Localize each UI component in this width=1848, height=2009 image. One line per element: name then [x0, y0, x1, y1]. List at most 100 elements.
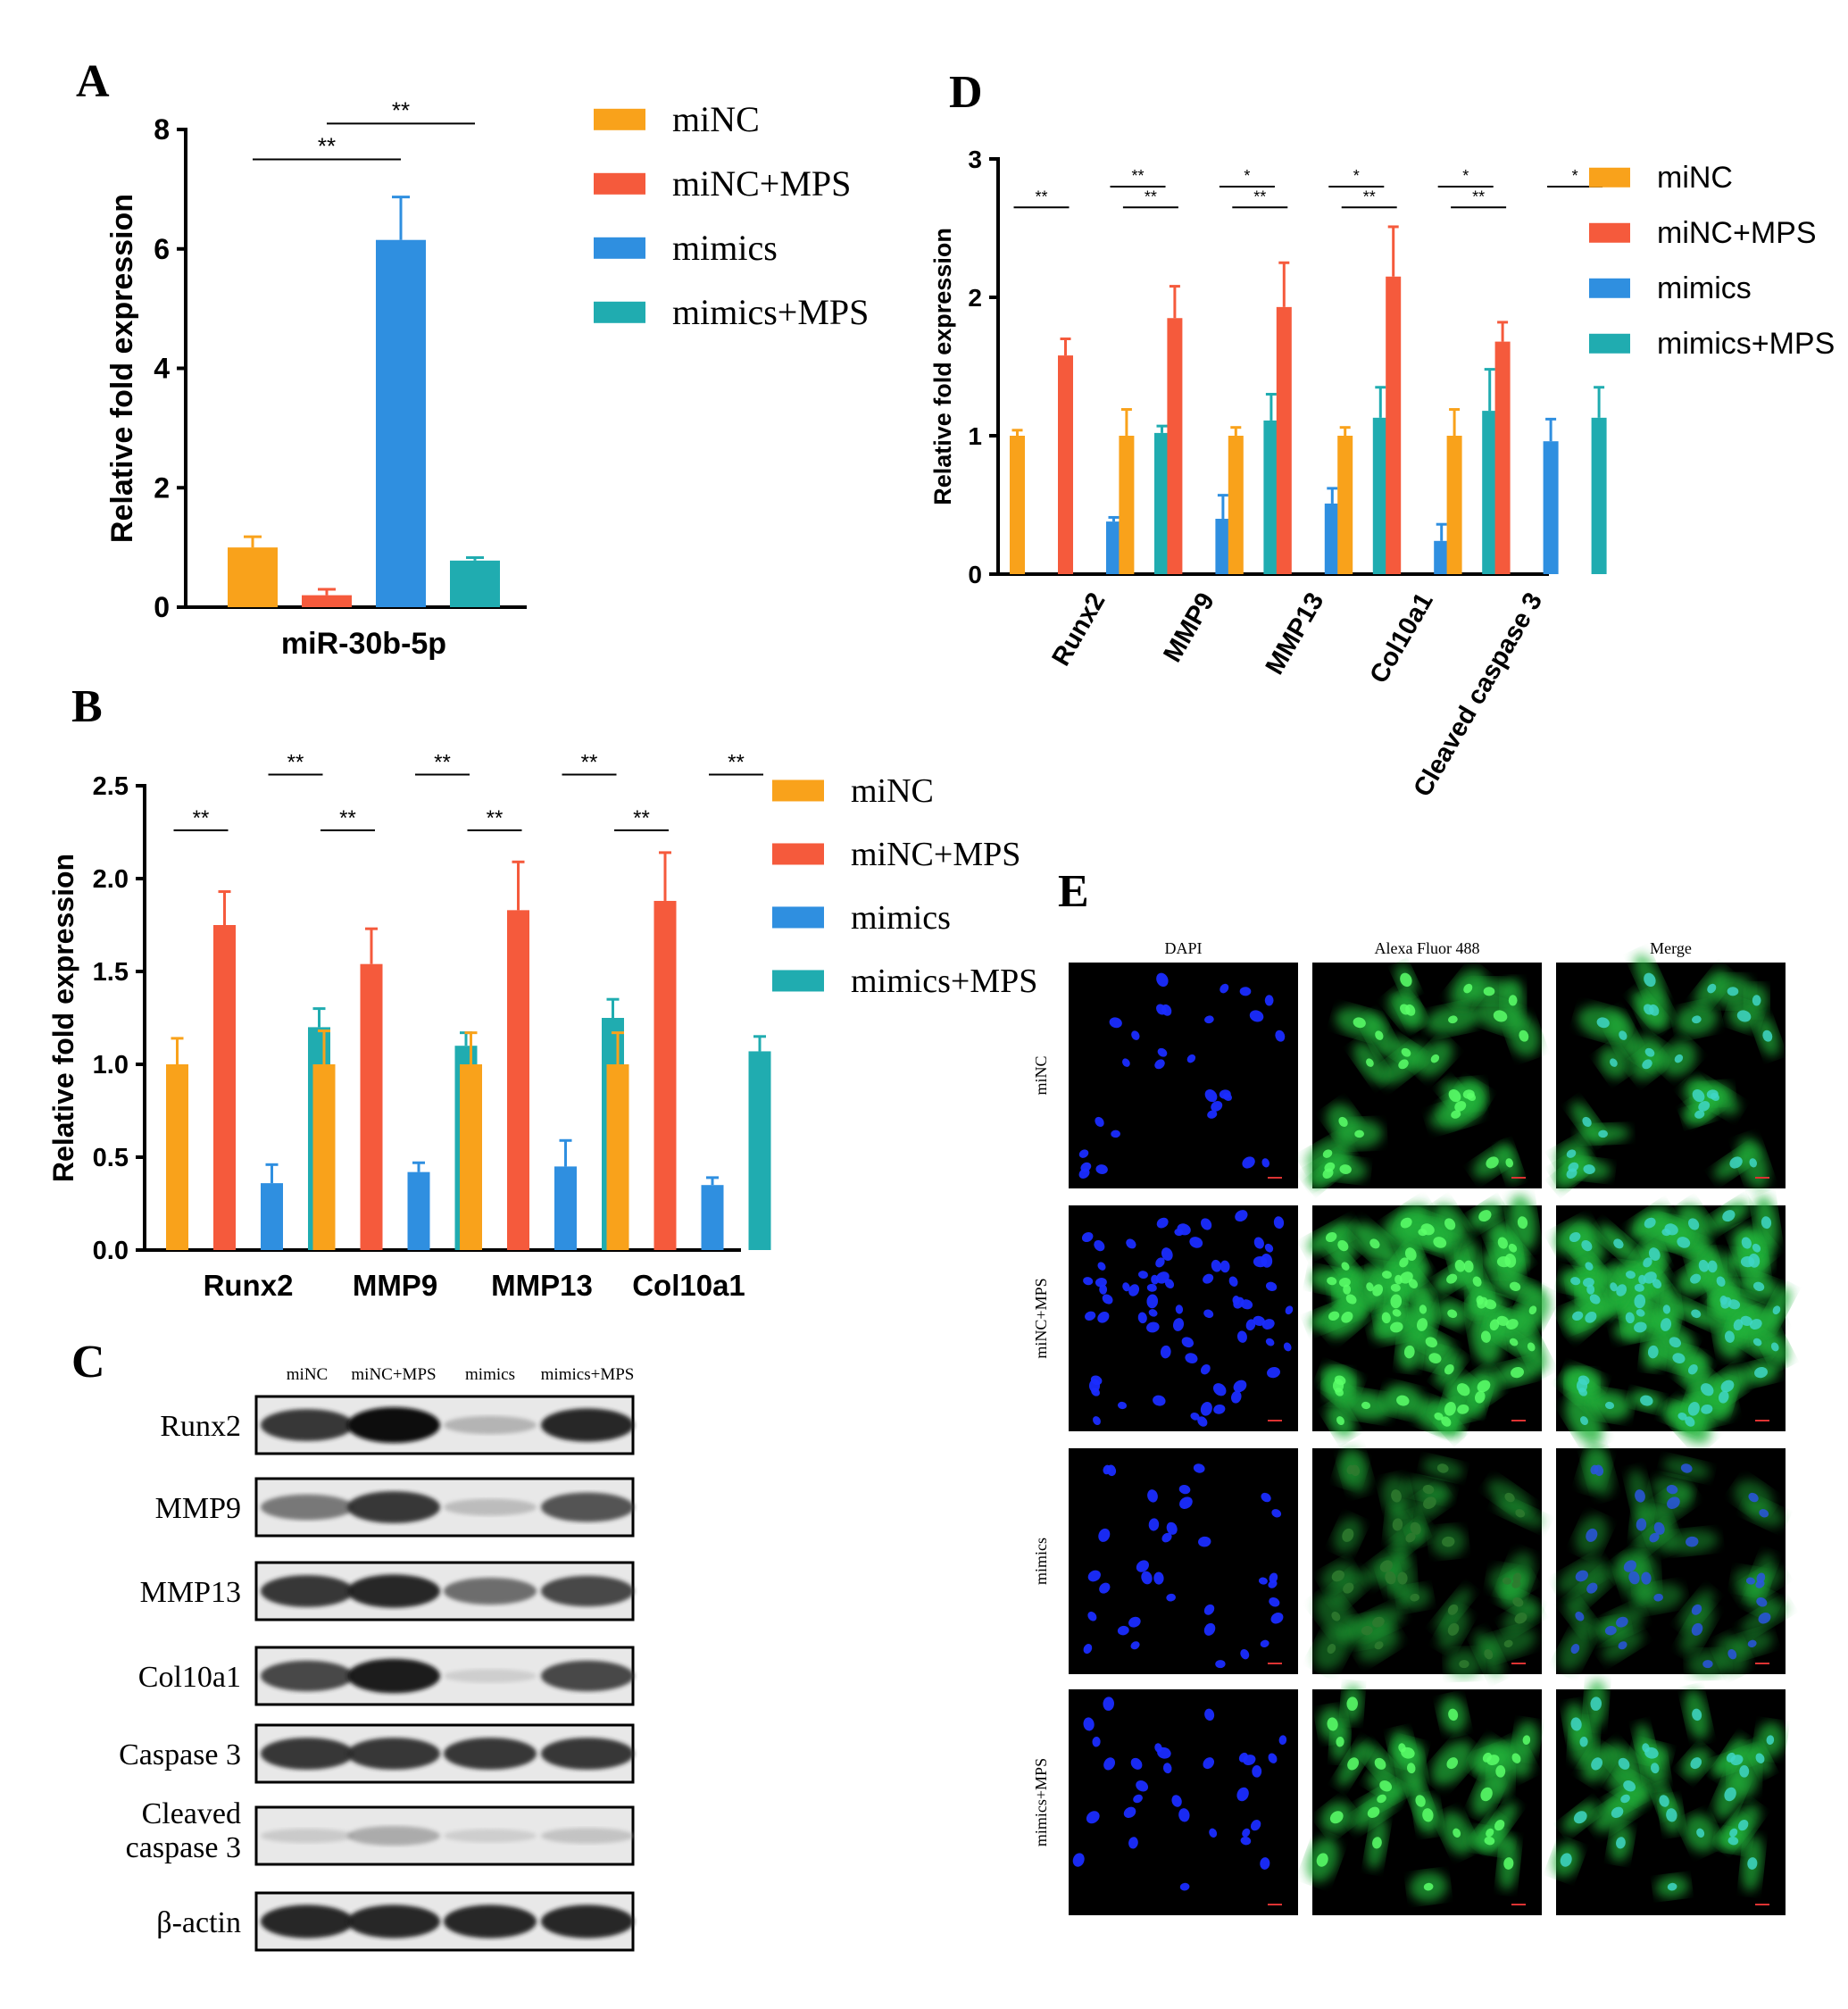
nucleus [1528, 1305, 1537, 1315]
nucleus [1724, 1330, 1735, 1343]
nucleus [1072, 1853, 1085, 1867]
bar [1494, 341, 1511, 574]
nucleus [1369, 1238, 1380, 1249]
nucleus [1727, 1836, 1739, 1846]
nucleus [1410, 1593, 1419, 1602]
nucleus [1327, 1277, 1337, 1286]
nucleus [1085, 1311, 1096, 1321]
nucleus [1505, 1319, 1519, 1330]
nucleus [1396, 1395, 1410, 1406]
nucleus [1747, 1639, 1757, 1647]
bar [1106, 521, 1121, 574]
nucleus [1702, 1660, 1713, 1669]
nucleus [1691, 1604, 1702, 1615]
nucleus [1477, 1296, 1488, 1309]
blot-band [347, 1826, 440, 1846]
significance-label: ** [392, 96, 410, 123]
nucleus [1156, 972, 1169, 988]
nucleus [1428, 1353, 1442, 1364]
nucleus [1126, 1238, 1136, 1249]
nucleus [1117, 1401, 1128, 1410]
nucleus [1240, 1836, 1252, 1846]
nucleus [1219, 1089, 1231, 1099]
nucleus [1650, 1763, 1660, 1774]
nucleus [1211, 1101, 1223, 1112]
nucleus [1265, 1281, 1278, 1291]
nucleus [1570, 1717, 1582, 1731]
nucleus [1691, 1622, 1703, 1636]
nucleus [1419, 1305, 1428, 1314]
nucleus [1586, 1528, 1598, 1542]
blot-band [444, 1498, 537, 1516]
nucleus [1486, 1828, 1494, 1838]
nucleus [1690, 1273, 1702, 1284]
significance-label: ** [728, 751, 745, 775]
nucleus [1474, 1390, 1486, 1404]
y-tick-label: 0.5 [93, 1144, 129, 1172]
nucleus [1644, 1047, 1655, 1057]
bar [1482, 411, 1498, 574]
nucleus [1761, 1216, 1772, 1230]
nucleus [1265, 1338, 1275, 1346]
nucleus [1245, 1319, 1256, 1331]
nucleus [1354, 1130, 1364, 1138]
nucleus [1341, 1262, 1350, 1271]
lane-label: miNC+MPS [351, 1365, 436, 1384]
legend-swatch [594, 237, 645, 259]
nucleus [1448, 1708, 1459, 1721]
nucleus [1404, 1247, 1417, 1261]
nucleus [1591, 1757, 1603, 1771]
nucleus [1283, 1342, 1292, 1352]
nucleus [1401, 1746, 1415, 1759]
significance-label: ** [1253, 188, 1266, 205]
nucleus [1677, 1412, 1687, 1421]
nucleus [1573, 1811, 1587, 1824]
legend-label: mimics+MPS [851, 963, 1037, 1000]
x-tick-label: Col10a1 [632, 1269, 745, 1302]
nucleus [1570, 1277, 1581, 1286]
nucleus [1161, 1247, 1173, 1261]
nucleus [1643, 1257, 1652, 1268]
nucleus [1716, 1276, 1726, 1287]
bar [1591, 417, 1607, 574]
nucleus [1154, 1059, 1165, 1070]
blot-band [261, 1409, 354, 1441]
bar [1154, 432, 1170, 574]
nucleus [1756, 1597, 1768, 1607]
nucleus [1579, 1737, 1588, 1747]
nucleus [1720, 1296, 1732, 1309]
nucleus [1688, 1218, 1700, 1230]
significance-label: ** [434, 751, 451, 775]
nucleus [1264, 1243, 1274, 1253]
nucleus [1136, 1560, 1149, 1572]
nucleus [1666, 1484, 1678, 1495]
nucleus [1616, 1616, 1628, 1628]
nucleus [1153, 1571, 1164, 1585]
bar [460, 1064, 482, 1250]
nucleus [1264, 995, 1274, 1006]
nucleus [1178, 1808, 1190, 1822]
nucleus [1462, 1089, 1475, 1099]
nucleus [1745, 1577, 1755, 1585]
nucleus [1667, 1496, 1680, 1509]
legend-swatch [594, 301, 645, 323]
nucleus [1083, 1644, 1093, 1655]
nucleus [1193, 1463, 1205, 1473]
significance-label: ** [633, 806, 650, 830]
nucleus [1770, 1342, 1779, 1352]
nucleus [1372, 1837, 1382, 1849]
significance-label: ** [1363, 188, 1376, 205]
nucleus [1141, 1571, 1153, 1585]
nucleus [1331, 1570, 1344, 1582]
blot-band [541, 1905, 634, 1938]
nucleus [1512, 1572, 1522, 1583]
nucleus [1083, 1717, 1095, 1731]
significance-label: ** [339, 806, 356, 830]
nucleus [1623, 1560, 1636, 1572]
nucleus [1418, 1228, 1428, 1237]
panel-label-c: C [71, 1337, 105, 1388]
nucleus [1156, 1217, 1169, 1229]
nucleus [1157, 1047, 1168, 1057]
significance-label: ** [581, 751, 598, 775]
nucleus [1596, 1017, 1610, 1029]
